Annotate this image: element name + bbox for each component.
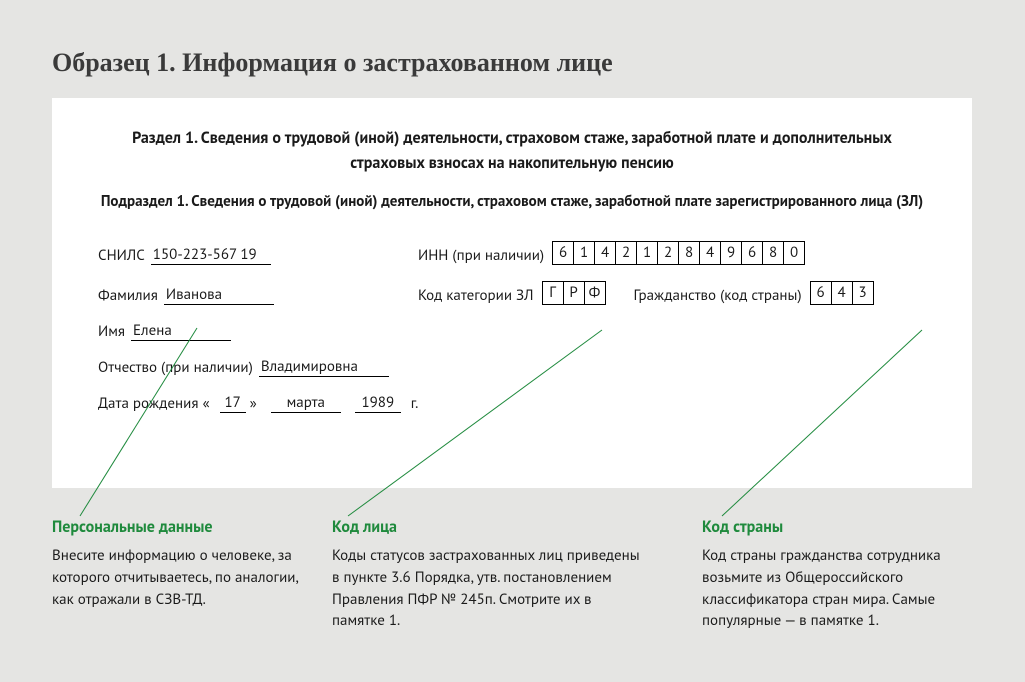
snils-value: 150-223-567 19: [151, 245, 271, 265]
cell: 6: [810, 281, 832, 305]
cell: 0: [783, 241, 805, 265]
cell: 4: [831, 281, 853, 305]
inn-label: ИНН (при наличии): [418, 246, 544, 265]
cell: 6: [552, 241, 574, 265]
row-firstname: Имя Елена: [98, 321, 926, 341]
row-lastname-codes: Фамилия Иванова Код категории ЗЛ ГРФ Гра…: [98, 281, 926, 305]
hint-title: Персональные данные: [52, 516, 302, 539]
dob-month: марта: [271, 393, 341, 413]
page-title: Образец 1. Информация о застрахованном л…: [52, 48, 613, 78]
cell: 4: [699, 241, 721, 265]
cell: 8: [762, 241, 784, 265]
cell: 3: [852, 281, 874, 305]
firstname-value: Елена: [131, 321, 231, 341]
dob-year: 1989: [355, 393, 401, 413]
citizenship-cells: 643: [810, 281, 874, 305]
hint-personal-data: Персональные данные Внесите информацию о…: [52, 516, 302, 632]
cell: 4: [594, 241, 616, 265]
hint-code-person: Код лица Коды статусов застрахованных ли…: [332, 516, 642, 632]
inn-cells: 614212849680: [552, 241, 805, 265]
quote-close: »: [246, 394, 261, 413]
lastname-label: Фамилия: [98, 286, 158, 305]
patronymic-label: Отчество (при наличии): [98, 358, 253, 377]
code-zl-cells: ГРФ: [542, 281, 606, 305]
cell: 2: [615, 241, 637, 265]
hints-row: Персональные данные Внесите информацию о…: [52, 516, 972, 632]
hint-title: Код лица: [332, 516, 642, 539]
patronymic-value: Владимировна: [259, 357, 389, 377]
dob-day: 17: [220, 393, 246, 413]
row-snils-inn: СНИЛС 150-223-567 19 ИНН (при наличии) 6…: [98, 241, 926, 265]
quote-open: «: [198, 394, 213, 413]
row-patronymic: Отчество (при наличии) Владимировна: [98, 357, 926, 377]
code-zl-label: Код категории ЗЛ: [418, 286, 534, 305]
cell: 1: [636, 241, 658, 265]
hint-body: Код страны гражданства сотрудника возьми…: [702, 545, 972, 632]
citizenship-label: Гражданство (код страны): [634, 286, 802, 305]
form-card: Раздел 1. Сведения о трудовой (иной) дея…: [52, 98, 972, 488]
snils-label: СНИЛС: [98, 246, 145, 265]
cell: 9: [720, 241, 742, 265]
hint-title: Код страны: [702, 516, 972, 539]
firstname-label: Имя: [98, 322, 125, 341]
cell: 8: [678, 241, 700, 265]
cell: Р: [563, 281, 585, 305]
cell: 1: [573, 241, 595, 265]
section-heading: Раздел 1. Сведения о трудовой (иной) дея…: [98, 126, 926, 176]
dob-label: Дата рождения: [98, 394, 198, 413]
cell: Г: [542, 281, 564, 305]
subsection-heading: Подраздел 1. Сведения о трудовой (иной) …: [98, 190, 926, 213]
dob-year-suffix: г.: [411, 394, 419, 413]
cell: Ф: [584, 281, 606, 305]
cell: 6: [741, 241, 763, 265]
hint-body: Внесите информацию о человеке, за которо…: [52, 545, 302, 610]
hint-body: Коды статусов застрахованных лиц приведе…: [332, 545, 642, 632]
lastname-value: Иванова: [164, 285, 274, 305]
hint-code-country: Код страны Код страны гражданства сотруд…: [702, 516, 972, 632]
cell: 2: [657, 241, 679, 265]
row-dob: Дата рождения « 17 » марта 1989 г.: [98, 393, 926, 413]
